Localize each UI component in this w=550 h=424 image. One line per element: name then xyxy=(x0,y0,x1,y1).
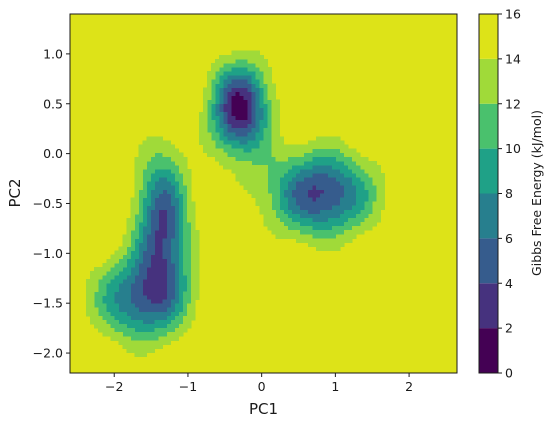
x-tick-label: 2 xyxy=(405,379,413,394)
colorbar-segment xyxy=(479,283,498,329)
contour-band-6-8 xyxy=(114,75,357,325)
colorbar-segment xyxy=(479,58,498,104)
x-tick-label: 1 xyxy=(331,379,339,394)
x-tick-label: 0 xyxy=(258,379,266,394)
y-tick-label: −1.0 xyxy=(33,246,63,261)
plot-area xyxy=(70,14,457,373)
colorbar-tick-label: 4 xyxy=(505,276,513,291)
contour-layer xyxy=(86,50,385,358)
y-tick-label: −1.5 xyxy=(33,296,63,311)
colorbar-tick-label: 6 xyxy=(505,231,513,246)
y-axis-label: PC2 xyxy=(6,178,24,207)
contour-band-4-6 xyxy=(130,79,345,313)
y-tick-label: −0.5 xyxy=(33,196,63,211)
x-tick-label: −1 xyxy=(179,379,197,394)
colorbar xyxy=(479,14,498,373)
y-tick-label: 0.0 xyxy=(43,146,63,161)
colorbar-tick-label: 14 xyxy=(505,51,521,66)
colorbar-segment xyxy=(479,148,498,194)
colorbar-ticks: 0 2 4 6 8 10 12 14 16 xyxy=(498,7,521,381)
colorbar-segment xyxy=(479,193,498,239)
y-axis: −2.0 −1.5 −1.0 −0.5 0.0 0.5 1.0 xyxy=(33,46,70,361)
colorbar-tick-label: 16 xyxy=(505,7,521,22)
colorbar-label: Gibbs Free Energy (kJ/mol) xyxy=(529,110,544,276)
x-axis: −2 −1 0 1 2 xyxy=(105,373,413,394)
colorbar-tick-label: 10 xyxy=(505,141,521,156)
colorbar-segment xyxy=(479,328,498,373)
x-tick-label: −2 xyxy=(105,379,123,394)
colorbar-tick-label: 2 xyxy=(505,321,513,336)
colorbar-tick-label: 0 xyxy=(505,366,513,381)
y-tick-label: 0.5 xyxy=(43,96,63,111)
colorbar-segment xyxy=(479,14,498,59)
contour-band-2-4 xyxy=(142,87,325,305)
y-tick-label: 1.0 xyxy=(43,46,63,61)
y-tick-label: −2.0 xyxy=(33,346,63,361)
colorbar-tick-label: 8 xyxy=(505,186,513,201)
x-axis-label: PC1 xyxy=(249,400,278,418)
colorbar-segment xyxy=(479,238,498,284)
plot-frame xyxy=(69,13,458,374)
colorbar-tick-label: 12 xyxy=(505,96,521,111)
colorbar-segment xyxy=(479,103,498,149)
